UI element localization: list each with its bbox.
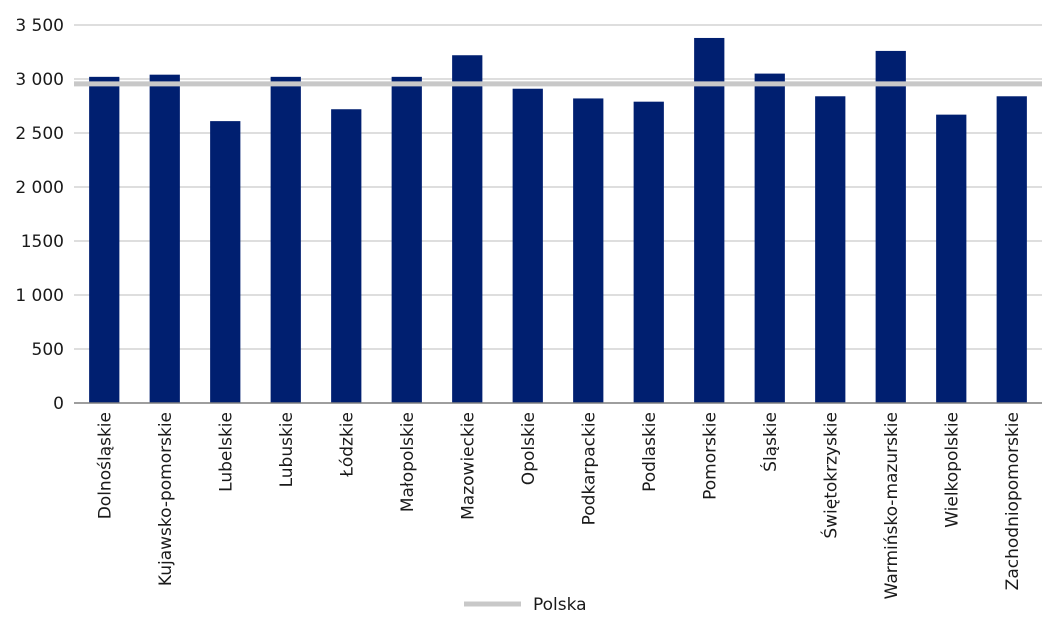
- x-category-label: Mazowieckie: [458, 412, 478, 520]
- bar: [149, 74, 180, 404]
- bar: [754, 73, 785, 403]
- y-tick-label: 3 500: [15, 16, 64, 36]
- x-category-label: Małopolskie: [398, 412, 418, 512]
- x-category-label: Podlaskie: [640, 412, 660, 492]
- bar: [996, 96, 1027, 403]
- bar: [875, 50, 906, 404]
- bar: [391, 76, 422, 403]
- bar: [936, 114, 967, 403]
- bar-layer: [89, 37, 1027, 404]
- x-category-label: Lubelskie: [216, 412, 236, 492]
- y-tick-labels: 0 500 1 000 1500 2 000 2 500 3 000 3 500: [15, 16, 64, 414]
- legend: Polska: [464, 595, 587, 615]
- x-category-labels: Dolnośląskie Kujawsko-pomorskie Lubelskie L…: [95, 412, 1023, 599]
- x-category-label: Warmińsko-mazurskie: [882, 412, 902, 599]
- bar: [89, 76, 120, 403]
- x-category-label: Łódzkie: [337, 412, 357, 478]
- bar: [633, 101, 664, 404]
- x-category-label: Lubuskie: [277, 412, 297, 487]
- y-tick-label: 0: [53, 394, 64, 414]
- x-category-label: Pomorskie: [700, 412, 720, 500]
- bar: [270, 76, 301, 403]
- bar: [210, 121, 241, 404]
- x-category-label: Dolnośląskie: [95, 412, 115, 519]
- y-tick-label: 2 000: [15, 178, 64, 198]
- bar: [815, 96, 846, 403]
- x-category-label: Kujawsko-pomorskie: [156, 412, 176, 586]
- x-category-label: Świętokrzyskie: [819, 412, 841, 539]
- y-tick-label: 500: [32, 340, 64, 360]
- legend-label-polska: Polska: [533, 595, 587, 615]
- x-category-label: Śląskie: [759, 412, 781, 472]
- y-tick-label: 2 500: [15, 124, 64, 144]
- bar: [573, 98, 604, 403]
- x-category-label: Opolskie: [519, 412, 539, 485]
- y-tick-label: 1500: [21, 232, 64, 252]
- bar: [512, 88, 543, 403]
- bar: [452, 55, 483, 404]
- x-category-label: Podkarpackie: [579, 412, 599, 525]
- y-tick-label: 3 000: [15, 70, 64, 90]
- bar: [331, 109, 362, 404]
- x-category-label: Zachodniopomorskie: [1003, 412, 1023, 590]
- x-category-label: Wielkopolskie: [942, 412, 962, 528]
- y-tick-label: 1 000: [15, 286, 64, 306]
- bar: [694, 37, 725, 404]
